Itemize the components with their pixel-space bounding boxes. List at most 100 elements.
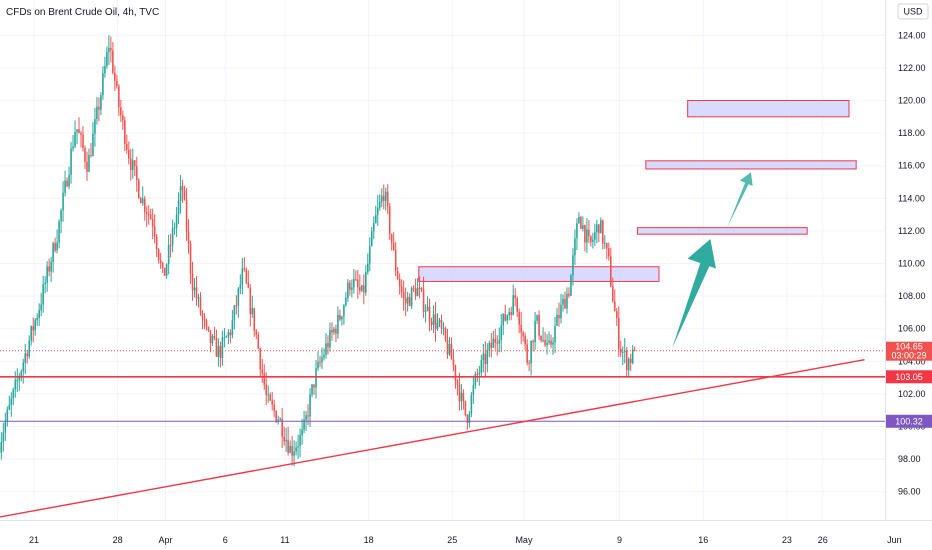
y-tick-label: 116.00 — [898, 161, 925, 171]
candle-body — [52, 243, 54, 262]
candle-body — [8, 404, 11, 410]
candle-body — [584, 225, 586, 243]
candle-body — [382, 195, 385, 201]
candle-body — [38, 310, 40, 318]
trendline[interactable] — [0, 358, 865, 520]
candle-body — [625, 350, 628, 371]
target-zone[interactable] — [418, 266, 660, 282]
candle-body — [323, 354, 325, 358]
candle-body — [504, 313, 507, 321]
candle-body — [572, 255, 574, 276]
projection-arrow[interactable] — [727, 172, 753, 228]
candle-body — [611, 286, 614, 302]
candle-body — [530, 340, 532, 364]
candle-body — [275, 410, 277, 422]
y-tick-label: 108.00 — [898, 291, 926, 301]
candle-body — [133, 160, 136, 167]
candle-body — [580, 217, 582, 229]
time-axis-background — [0, 520, 932, 550]
candle-body — [368, 245, 371, 264]
y-tick-label: 98.00 — [898, 454, 921, 464]
candle-body — [167, 244, 170, 265]
candle-body — [476, 373, 479, 375]
candle-body — [534, 320, 536, 343]
candle-body — [183, 190, 186, 200]
candle-body — [187, 231, 190, 244]
candle-body — [416, 287, 419, 297]
candle-body — [428, 306, 431, 322]
candle-body — [408, 296, 411, 306]
candle-body — [90, 154, 92, 156]
candle-body — [126, 144, 128, 151]
candle-body — [564, 299, 566, 309]
candle-body — [394, 249, 397, 271]
candle-body — [124, 120, 126, 145]
candle-body — [137, 180, 140, 198]
candle-body — [349, 282, 351, 290]
candle-body — [544, 339, 546, 346]
candle-body — [271, 400, 274, 405]
level-price-badge — [886, 414, 932, 428]
candle-body — [420, 288, 423, 290]
bar-countdown: 03:00:29 — [891, 351, 926, 361]
candle-body — [64, 180, 66, 193]
candle-body — [454, 365, 457, 381]
candle-body — [173, 227, 176, 229]
target-zones[interactable] — [418, 100, 857, 282]
time-axis[interactable]: 21 28 Apr 6 11 18 25 May 9 16 23 26 Jun — [29, 535, 902, 545]
candle-body — [496, 342, 499, 344]
candle-body — [10, 398, 13, 405]
candle-body — [96, 106, 98, 120]
candle-body — [556, 315, 558, 326]
candle-body — [374, 214, 377, 224]
x-tick-label: 26 — [818, 535, 828, 545]
candle-body — [88, 154, 90, 172]
candle-body — [118, 86, 120, 108]
candle-body — [157, 249, 160, 261]
candle-body — [70, 148, 72, 175]
candle-body — [434, 314, 437, 329]
candle-body — [143, 198, 146, 212]
candlestick-series — [0, 35, 636, 467]
candle-body — [478, 372, 481, 375]
candle-body — [0, 441, 3, 453]
candle-body — [396, 270, 399, 279]
target-zone[interactable] — [687, 100, 850, 118]
candle-body — [388, 206, 391, 235]
candle-body — [313, 384, 315, 388]
candle-body — [327, 343, 329, 348]
candle-body — [287, 439, 289, 453]
candle-body — [590, 236, 592, 242]
candle-body — [50, 261, 52, 272]
candle-body — [351, 287, 353, 290]
target-zone[interactable] — [636, 227, 808, 235]
candle-body — [211, 336, 214, 344]
x-tick-label: 18 — [364, 535, 374, 545]
candle-body — [147, 213, 150, 215]
candle-body — [430, 321, 433, 325]
candle-body — [229, 332, 232, 336]
target-zone[interactable] — [645, 160, 857, 170]
candle-body — [54, 243, 56, 251]
candle-body — [520, 324, 522, 333]
candle-body — [619, 348, 622, 353]
candle-body — [319, 361, 321, 363]
candle-body — [72, 146, 74, 149]
drawing-overlays[interactable] — [0, 172, 885, 519]
candle-body — [456, 380, 459, 385]
candle-body — [60, 210, 62, 222]
candle-body — [466, 414, 469, 423]
candle-body — [159, 260, 162, 263]
candle-body — [617, 317, 620, 349]
candle-body — [36, 317, 38, 321]
candle-body — [169, 244, 172, 246]
candle-body — [267, 394, 270, 396]
candle-body — [422, 289, 425, 312]
candle-body — [163, 267, 166, 276]
currency-label[interactable]: USD — [897, 3, 929, 20]
candle-body — [536, 315, 538, 321]
projection-arrow[interactable] — [672, 239, 716, 349]
candle-body — [215, 337, 218, 357]
candle-body — [207, 326, 210, 331]
